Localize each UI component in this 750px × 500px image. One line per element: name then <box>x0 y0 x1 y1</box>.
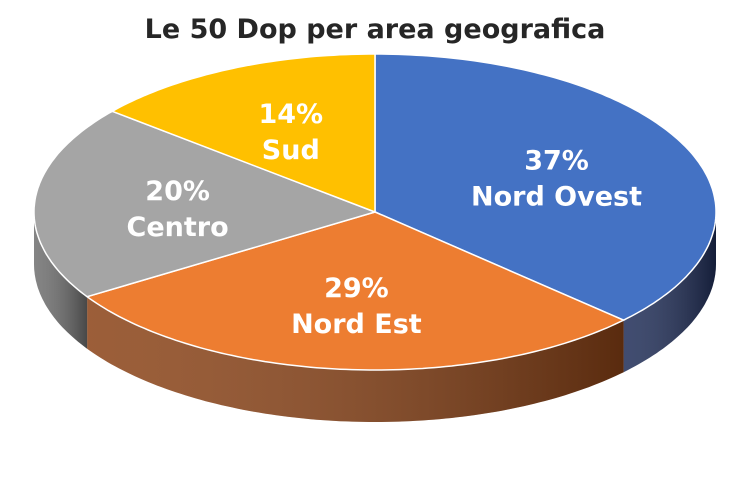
slice-centro <box>33 110 378 298</box>
data-label-category: Centro <box>127 212 229 243</box>
slice-side-shade <box>34 212 88 349</box>
slice-nord-ovest <box>374 53 717 322</box>
slice-nord-est <box>85 211 626 371</box>
slice-side-shade <box>87 296 624 422</box>
data-label-category: Nord Est <box>291 309 422 340</box>
data-label-category: Nord Ovest <box>471 182 642 213</box>
data-label-percent: 37% <box>524 146 589 177</box>
data-label-category: Sud <box>262 135 320 166</box>
data-label-percent: 20% <box>145 176 210 207</box>
slice-sud <box>110 53 376 214</box>
data-label-percent: 29% <box>324 273 389 304</box>
chart-title: Le 50 Dop per area geografica <box>144 14 606 45</box>
data-label-percent: 14% <box>258 99 323 130</box>
